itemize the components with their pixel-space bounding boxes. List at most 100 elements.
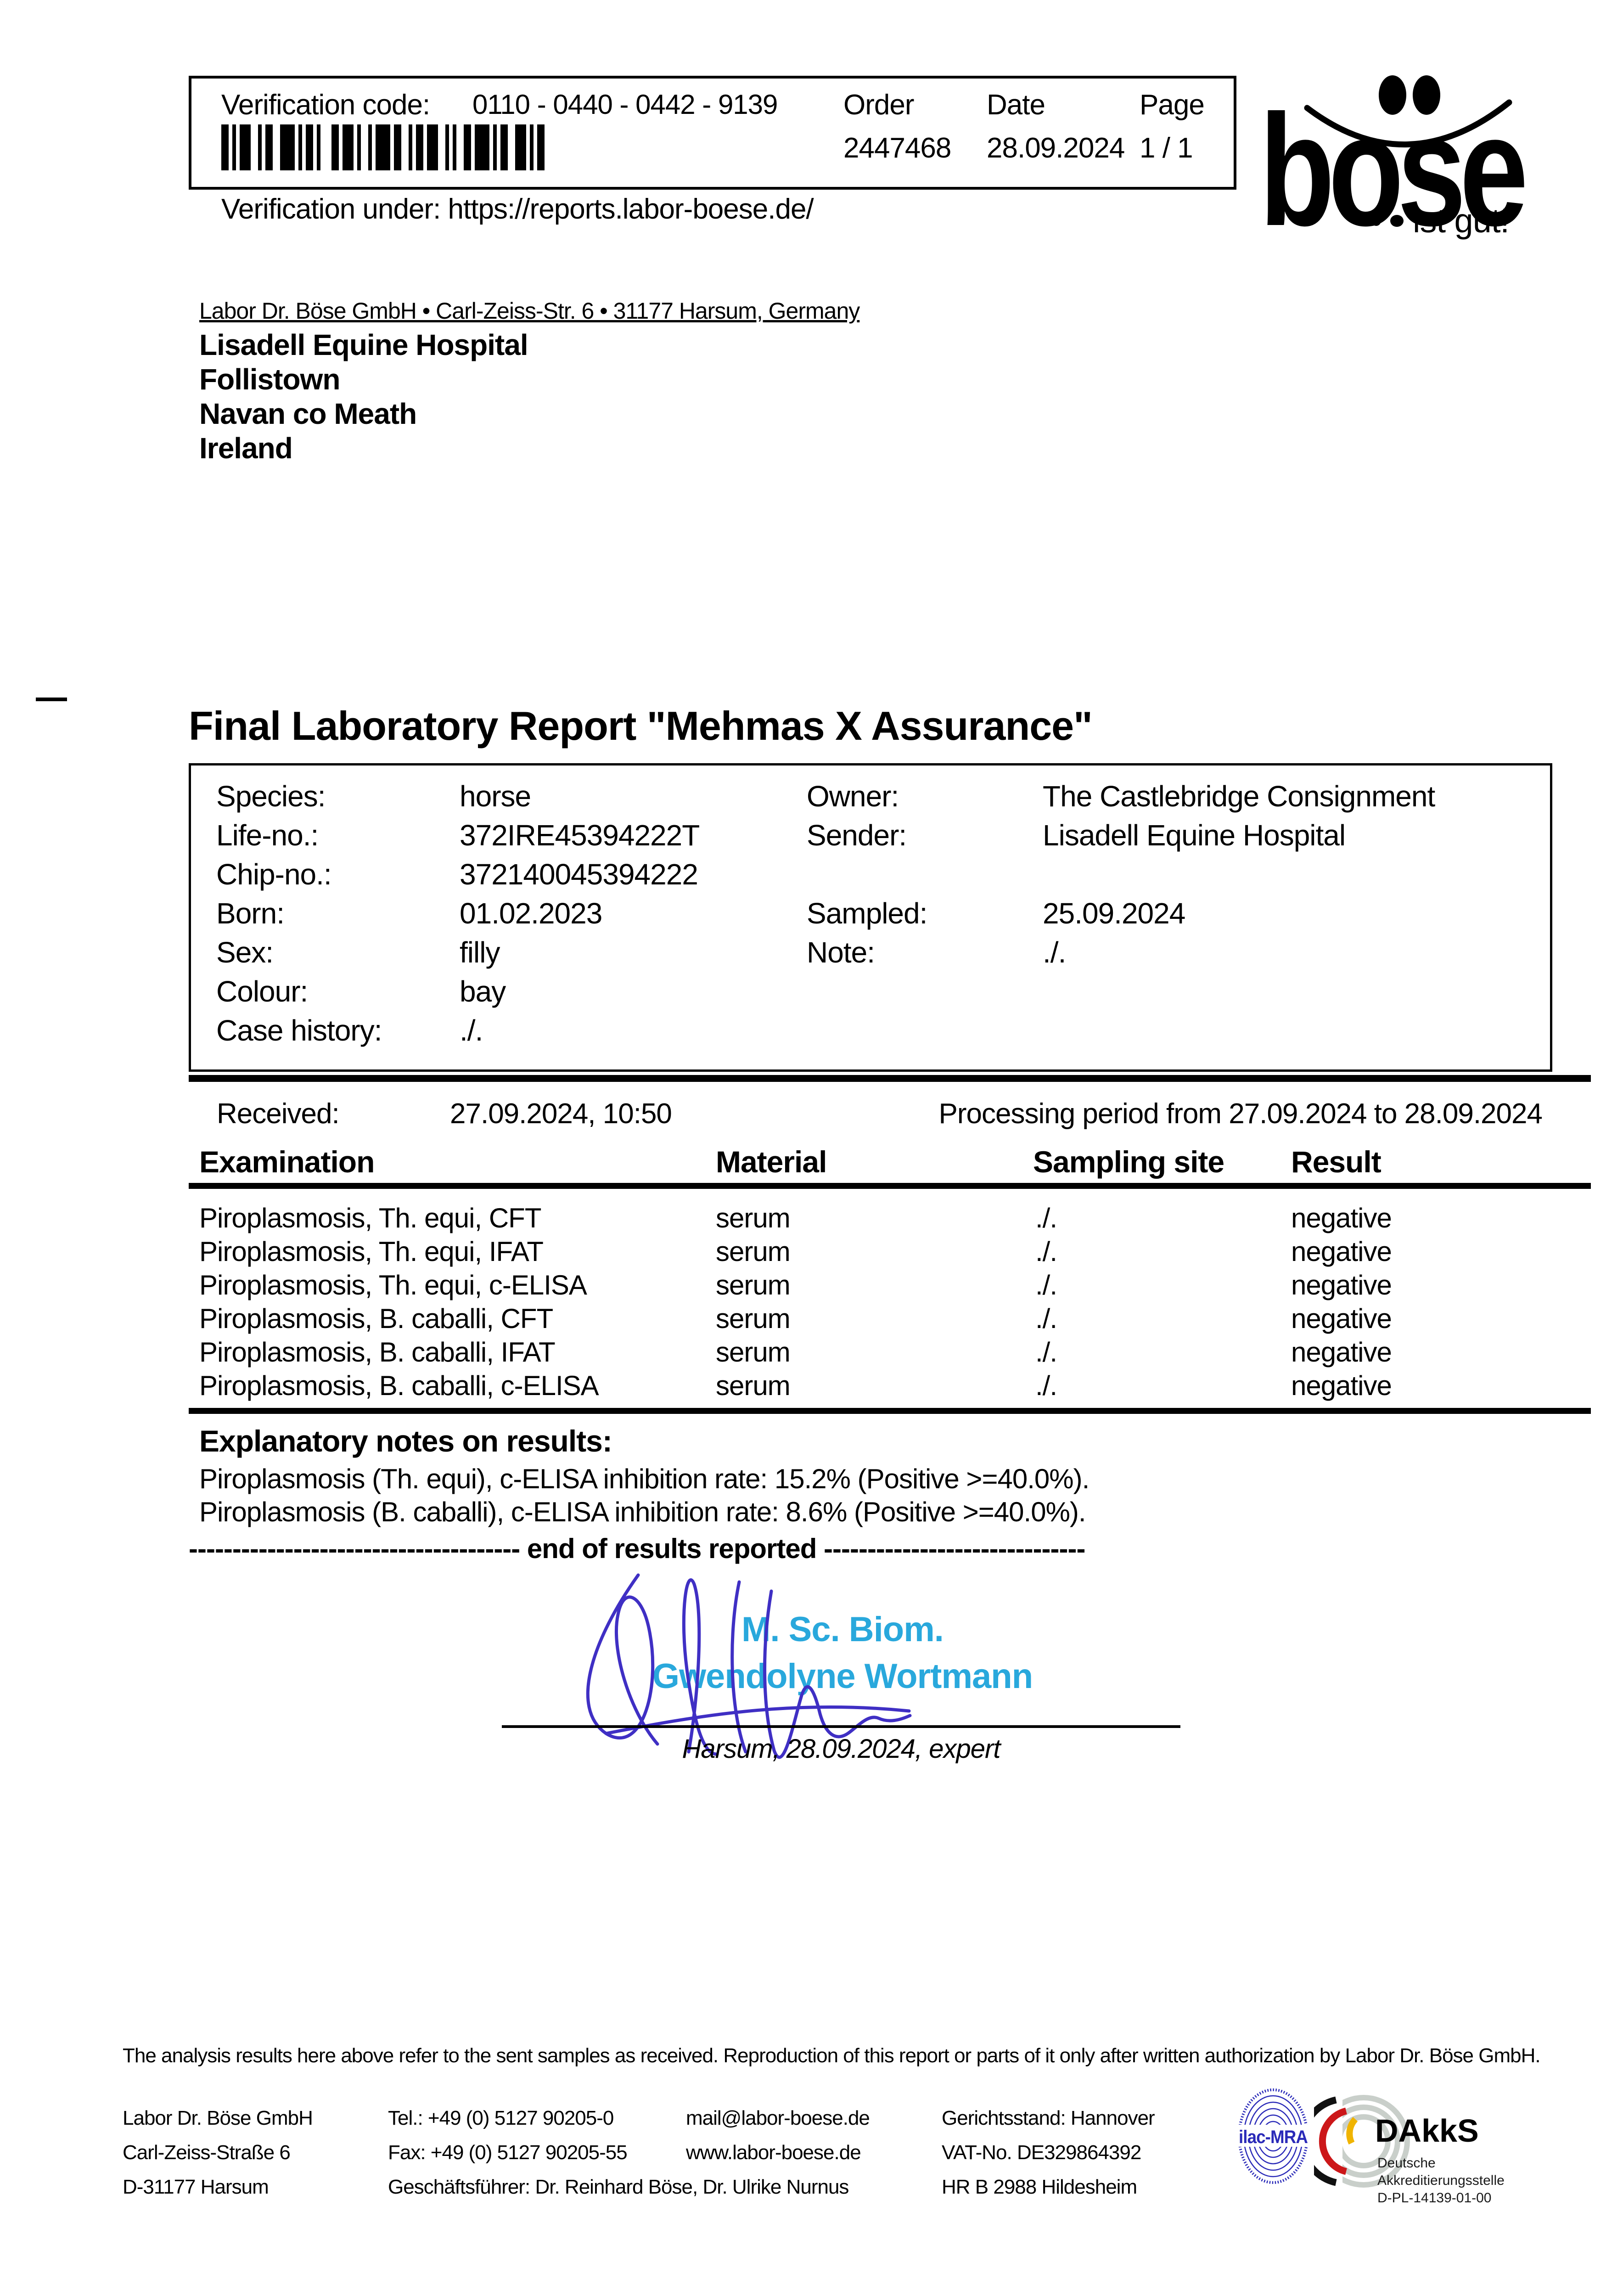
exam-cell: Piroplasmosis, Th. equi, CFT <box>199 1203 541 1233</box>
order-label: Order <box>843 89 914 121</box>
exam-cell: Piroplasmosis, B. caballi, IFAT <box>199 1337 556 1367</box>
dakks-code: D-PL-14139-01-00 <box>1377 2190 1492 2206</box>
processing-period: Processing period from 27.09.2024 to 28.… <box>938 1098 1543 1130</box>
ilac-mra-logo: ilac-MRA <box>1237 2088 1309 2184</box>
notes-heading: Explanatory notes on results: <box>199 1424 612 1458</box>
info-value: horse <box>460 780 531 813</box>
animal-info-box: Species: horse Life-no.: 372IRE45394222T… <box>189 763 1552 1072</box>
barcode <box>221 124 545 170</box>
divider-rule <box>189 1408 1591 1414</box>
note-line: Piroplasmosis (B. caballi), c-ELISA inhi… <box>199 1497 1086 1527</box>
result-cell: negative <box>1291 1303 1392 1334</box>
info-label: Species: <box>216 780 326 813</box>
ilac-mra-text: ilac-MRA <box>1239 2127 1308 2147</box>
divider-rule <box>189 1075 1591 1082</box>
info-label: Sender: <box>807 819 907 852</box>
umlaut-eye-right-icon <box>1413 75 1440 115</box>
info-label: Case history: <box>216 1014 382 1047</box>
verification-url-line: Verification under: https://reports.labo… <box>221 193 814 225</box>
info-value: 01.02.2023 <box>460 897 602 930</box>
col-header-result: Result <box>1291 1145 1382 1179</box>
disclaimer-text: The analysis results here above refer to… <box>123 2044 1541 2067</box>
tagline-text: ist gut! <box>1413 202 1510 240</box>
dakks-wordmark: DAkkS <box>1375 2113 1479 2149</box>
sender-address-line: Labor Dr. Böse GmbH • Carl-Zeiss-Str. 6 … <box>199 298 860 324</box>
site-cell: ./. <box>1035 1270 1057 1300</box>
info-label: Chip-no.: <box>216 858 332 891</box>
info-value: 25.09.2024 <box>1043 897 1185 930</box>
footer-line: Carl-Zeiss-Straße 6 <box>123 2141 291 2164</box>
page-value: 1 / 1 <box>1140 132 1193 164</box>
footer-col-address: Labor Dr. Böse GmbH Carl-Zeiss-Straße 6 … <box>123 2101 313 2204</box>
boese-logo-graphic: bose <box>1259 75 1532 259</box>
signature-rule <box>502 1725 1180 1728</box>
info-value: Lisadell Equine Hospital <box>1043 819 1346 852</box>
date-label: Date <box>987 89 1045 121</box>
boese-logo: bose <box>1256 62 1559 259</box>
site-cell: ./. <box>1035 1370 1057 1401</box>
report-title: Final Laboratory Report "Mehmas X Assura… <box>189 703 1093 748</box>
info-value: bay <box>460 975 506 1008</box>
material-cell: serum <box>716 1303 791 1334</box>
info-value: 372140045394222 <box>460 858 698 891</box>
footer-line: mail@labor-boese.de <box>686 2107 870 2129</box>
material-cell: serum <box>716 1337 791 1367</box>
footer-line: Geschäftsführer: Dr. Reinhard Böse, Dr. … <box>388 2176 849 2198</box>
verification-box: Verification code: 0110 - 0440 - 0442 - … <box>189 76 1236 190</box>
material-cell: serum <box>716 1270 791 1300</box>
dakks-subline: Akkreditierungsstelle <box>1377 2173 1505 2188</box>
info-label: Sex: <box>216 936 274 969</box>
info-label: Colour: <box>216 975 308 1008</box>
footer-col-contact: Tel.: +49 (0) 5127 90205-0 Fax: +49 (0) … <box>388 2101 849 2204</box>
footer-col-web: mail@labor-boese.de www.labor-boese.de <box>686 2101 870 2170</box>
footer-line: www.labor-boese.de <box>686 2141 861 2164</box>
col-header-material: Material <box>716 1145 827 1179</box>
order-value: 2447468 <box>843 132 951 164</box>
result-cell: negative <box>1291 1203 1392 1233</box>
divider-rule <box>189 1183 1591 1189</box>
footer-line: Gerichtsstand: Hannover <box>942 2107 1155 2129</box>
fold-mark <box>36 698 67 701</box>
boese-wordmark: bose <box>1259 82 1525 241</box>
signer-name: Gwendolyne Wortmann <box>652 1657 1033 1696</box>
footer-line: VAT-No. DE329864392 <box>942 2141 1141 2164</box>
end-of-results-line: -------------------------------------- e… <box>189 1533 1085 1564</box>
ist-gut-tagline: ist gut! <box>1354 201 1510 240</box>
signature-scribble <box>586 1573 912 1759</box>
site-cell: ./. <box>1035 1337 1057 1367</box>
dot-icon <box>1390 214 1404 227</box>
recipient-line: Navan co Meath <box>199 397 417 430</box>
received-label: Received: <box>217 1098 340 1130</box>
info-value: 372IRE45394222T <box>460 819 700 852</box>
site-cell: ./. <box>1035 1203 1057 1233</box>
note-line: Piroplasmosis (Th. equi), c-ELISA inhibi… <box>199 1463 1089 1494</box>
footer-line: D-31177 Harsum <box>123 2176 269 2198</box>
material-cell: serum <box>716 1203 791 1233</box>
exam-cell: Piroplasmosis, Th. equi, IFAT <box>199 1236 544 1267</box>
verification-code-value: 0110 - 0440 - 0442 - 9139 <box>472 89 778 120</box>
verification-code-label: Verification code: <box>221 89 430 121</box>
site-cell: ./. <box>1035 1236 1057 1267</box>
signer-degree: M. Sc. Biom. <box>741 1610 944 1649</box>
footer-line: Tel.: +49 (0) 5127 90205-0 <box>388 2107 614 2129</box>
recipient-line: Follistown <box>199 363 340 396</box>
result-cell: negative <box>1291 1337 1392 1367</box>
exam-cell: Piroplasmosis, B. caballi, c-ELISA <box>199 1370 599 1401</box>
material-cell: serum <box>716 1370 791 1401</box>
col-header-sampling-site: Sampling site <box>1033 1145 1224 1179</box>
dot-icon <box>1354 217 1362 225</box>
info-label: Sampled: <box>807 897 927 930</box>
info-label: Owner: <box>807 780 899 813</box>
info-value: filly <box>460 936 500 969</box>
dakks-subline: Deutsche <box>1377 2155 1436 2171</box>
result-cell: negative <box>1291 1370 1392 1401</box>
date-value: 28.09.2024 <box>987 132 1125 164</box>
recipient-line: Ireland <box>199 432 293 465</box>
info-label: Born: <box>216 897 285 930</box>
footer-line: HR B 2988 Hildesheim <box>942 2176 1137 2198</box>
page-label: Page <box>1140 89 1205 121</box>
dakks-logo-arcs <box>1314 2087 1410 2202</box>
material-cell: serum <box>716 1236 791 1267</box>
recipient-line: Lisadell Equine Hospital <box>199 328 528 361</box>
footer-col-legal: Gerichtsstand: Hannover VAT-No. DE329864… <box>942 2101 1155 2204</box>
